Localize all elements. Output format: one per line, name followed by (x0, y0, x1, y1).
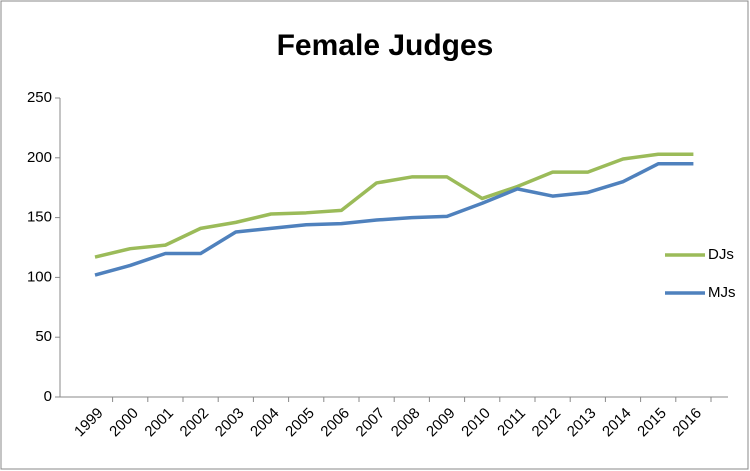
series-line (94, 162, 694, 277)
legend-label: MJs (708, 284, 736, 301)
legend-label: DJs (708, 246, 734, 263)
chart-title: Female Judges (277, 29, 494, 62)
y-tick-label: 50 (35, 328, 52, 345)
y-tick-label: 150 (27, 209, 52, 226)
y-tick-label: 100 (27, 268, 52, 285)
y-tick-label: 250 (27, 89, 52, 106)
y-tick-label: 200 (27, 149, 52, 166)
series-line (94, 152, 694, 259)
y-tick-label: 0 (44, 388, 52, 405)
